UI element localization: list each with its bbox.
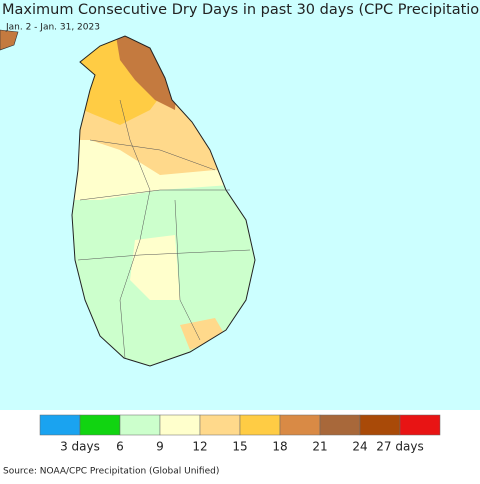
legend-swatch (319, 414, 361, 436)
legend-swatch (359, 414, 401, 436)
source: Source: NOAA/CPC Precipitation (Global U… (3, 467, 219, 477)
legend-label: 3 days (60, 440, 100, 454)
region (130, 235, 180, 300)
legend-label: 24 (352, 440, 367, 454)
island-outline (71, 35, 256, 367)
legend-label: 6 (116, 440, 124, 454)
legend-swatch (279, 414, 321, 436)
legend-swatch (399, 414, 441, 436)
legend: 3 days 6 9 12 15 18 21 24 27 days (39, 414, 441, 454)
legend-swatch (199, 414, 241, 436)
legend-label: 27 days (376, 440, 423, 454)
legend-label: 12 (192, 440, 207, 454)
legend-swatch (79, 414, 121, 436)
legend-swatch (159, 414, 201, 436)
legend-swatch (119, 414, 161, 436)
sea (0, 0, 480, 410)
legend-label: 21 (312, 440, 327, 454)
legend-label: 15 (232, 440, 247, 454)
legend-swatch (39, 414, 81, 436)
legend-label: 9 (156, 440, 164, 454)
title: Maximum Consecutive Dry Days in past 30 … (2, 2, 480, 18)
legend-swatch (239, 414, 281, 436)
district-borders (77, 99, 251, 359)
subtitle: Jan. 2 - Jan. 31, 2023 (5, 23, 100, 33)
region (180, 318, 225, 350)
legend-label: 18 (272, 440, 287, 454)
mainland (0, 29, 19, 51)
